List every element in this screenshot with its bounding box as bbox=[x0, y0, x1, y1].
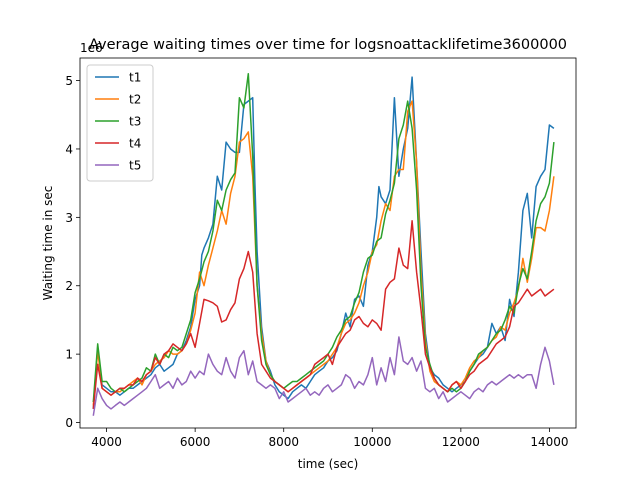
x-tick-label: 6000 bbox=[180, 435, 211, 449]
series-line-t4 bbox=[92, 220, 555, 409]
y-tick-label: 5 bbox=[65, 74, 73, 88]
y-tick-label: 1 bbox=[65, 348, 73, 362]
chart-title: Average waiting times over time for logs… bbox=[89, 37, 567, 53]
y-tick-label: 3 bbox=[65, 211, 73, 225]
legend-label-t4: t4 bbox=[129, 137, 141, 151]
legend: t1 t2 t3 t4 t5 bbox=[86, 64, 154, 182]
x-tick-label: 4000 bbox=[91, 435, 122, 449]
series-line-t5 bbox=[92, 336, 555, 416]
y-tick-label: 0 bbox=[65, 416, 73, 430]
y-tick-label: 4 bbox=[65, 142, 73, 156]
x-axis-label: time (sec) bbox=[298, 457, 359, 471]
x-tick-label: 10000 bbox=[353, 435, 391, 449]
legend-box bbox=[86, 64, 154, 182]
legend-label-t1: t1 bbox=[129, 71, 141, 85]
y-axis-label: Waiting time in sec bbox=[41, 186, 55, 301]
y-offset-label: 1e6 bbox=[80, 41, 103, 55]
axes-frame bbox=[79, 57, 577, 429]
legend-label-t3: t3 bbox=[129, 115, 141, 129]
x-tick-label: 12000 bbox=[442, 435, 480, 449]
series-line-t3 bbox=[92, 72, 555, 403]
legend-label-t2: t2 bbox=[129, 93, 141, 107]
series-lines bbox=[92, 72, 555, 416]
legend-label-t5: t5 bbox=[129, 159, 141, 173]
y-tick-label: 2 bbox=[65, 279, 73, 293]
x-tick-label: 8000 bbox=[268, 435, 299, 449]
x-tick-label: 14000 bbox=[530, 435, 568, 449]
plot-area: 4000 6000 8000 10000 12000 14000 0 1 2 3 4 5 bbox=[65, 57, 577, 449]
